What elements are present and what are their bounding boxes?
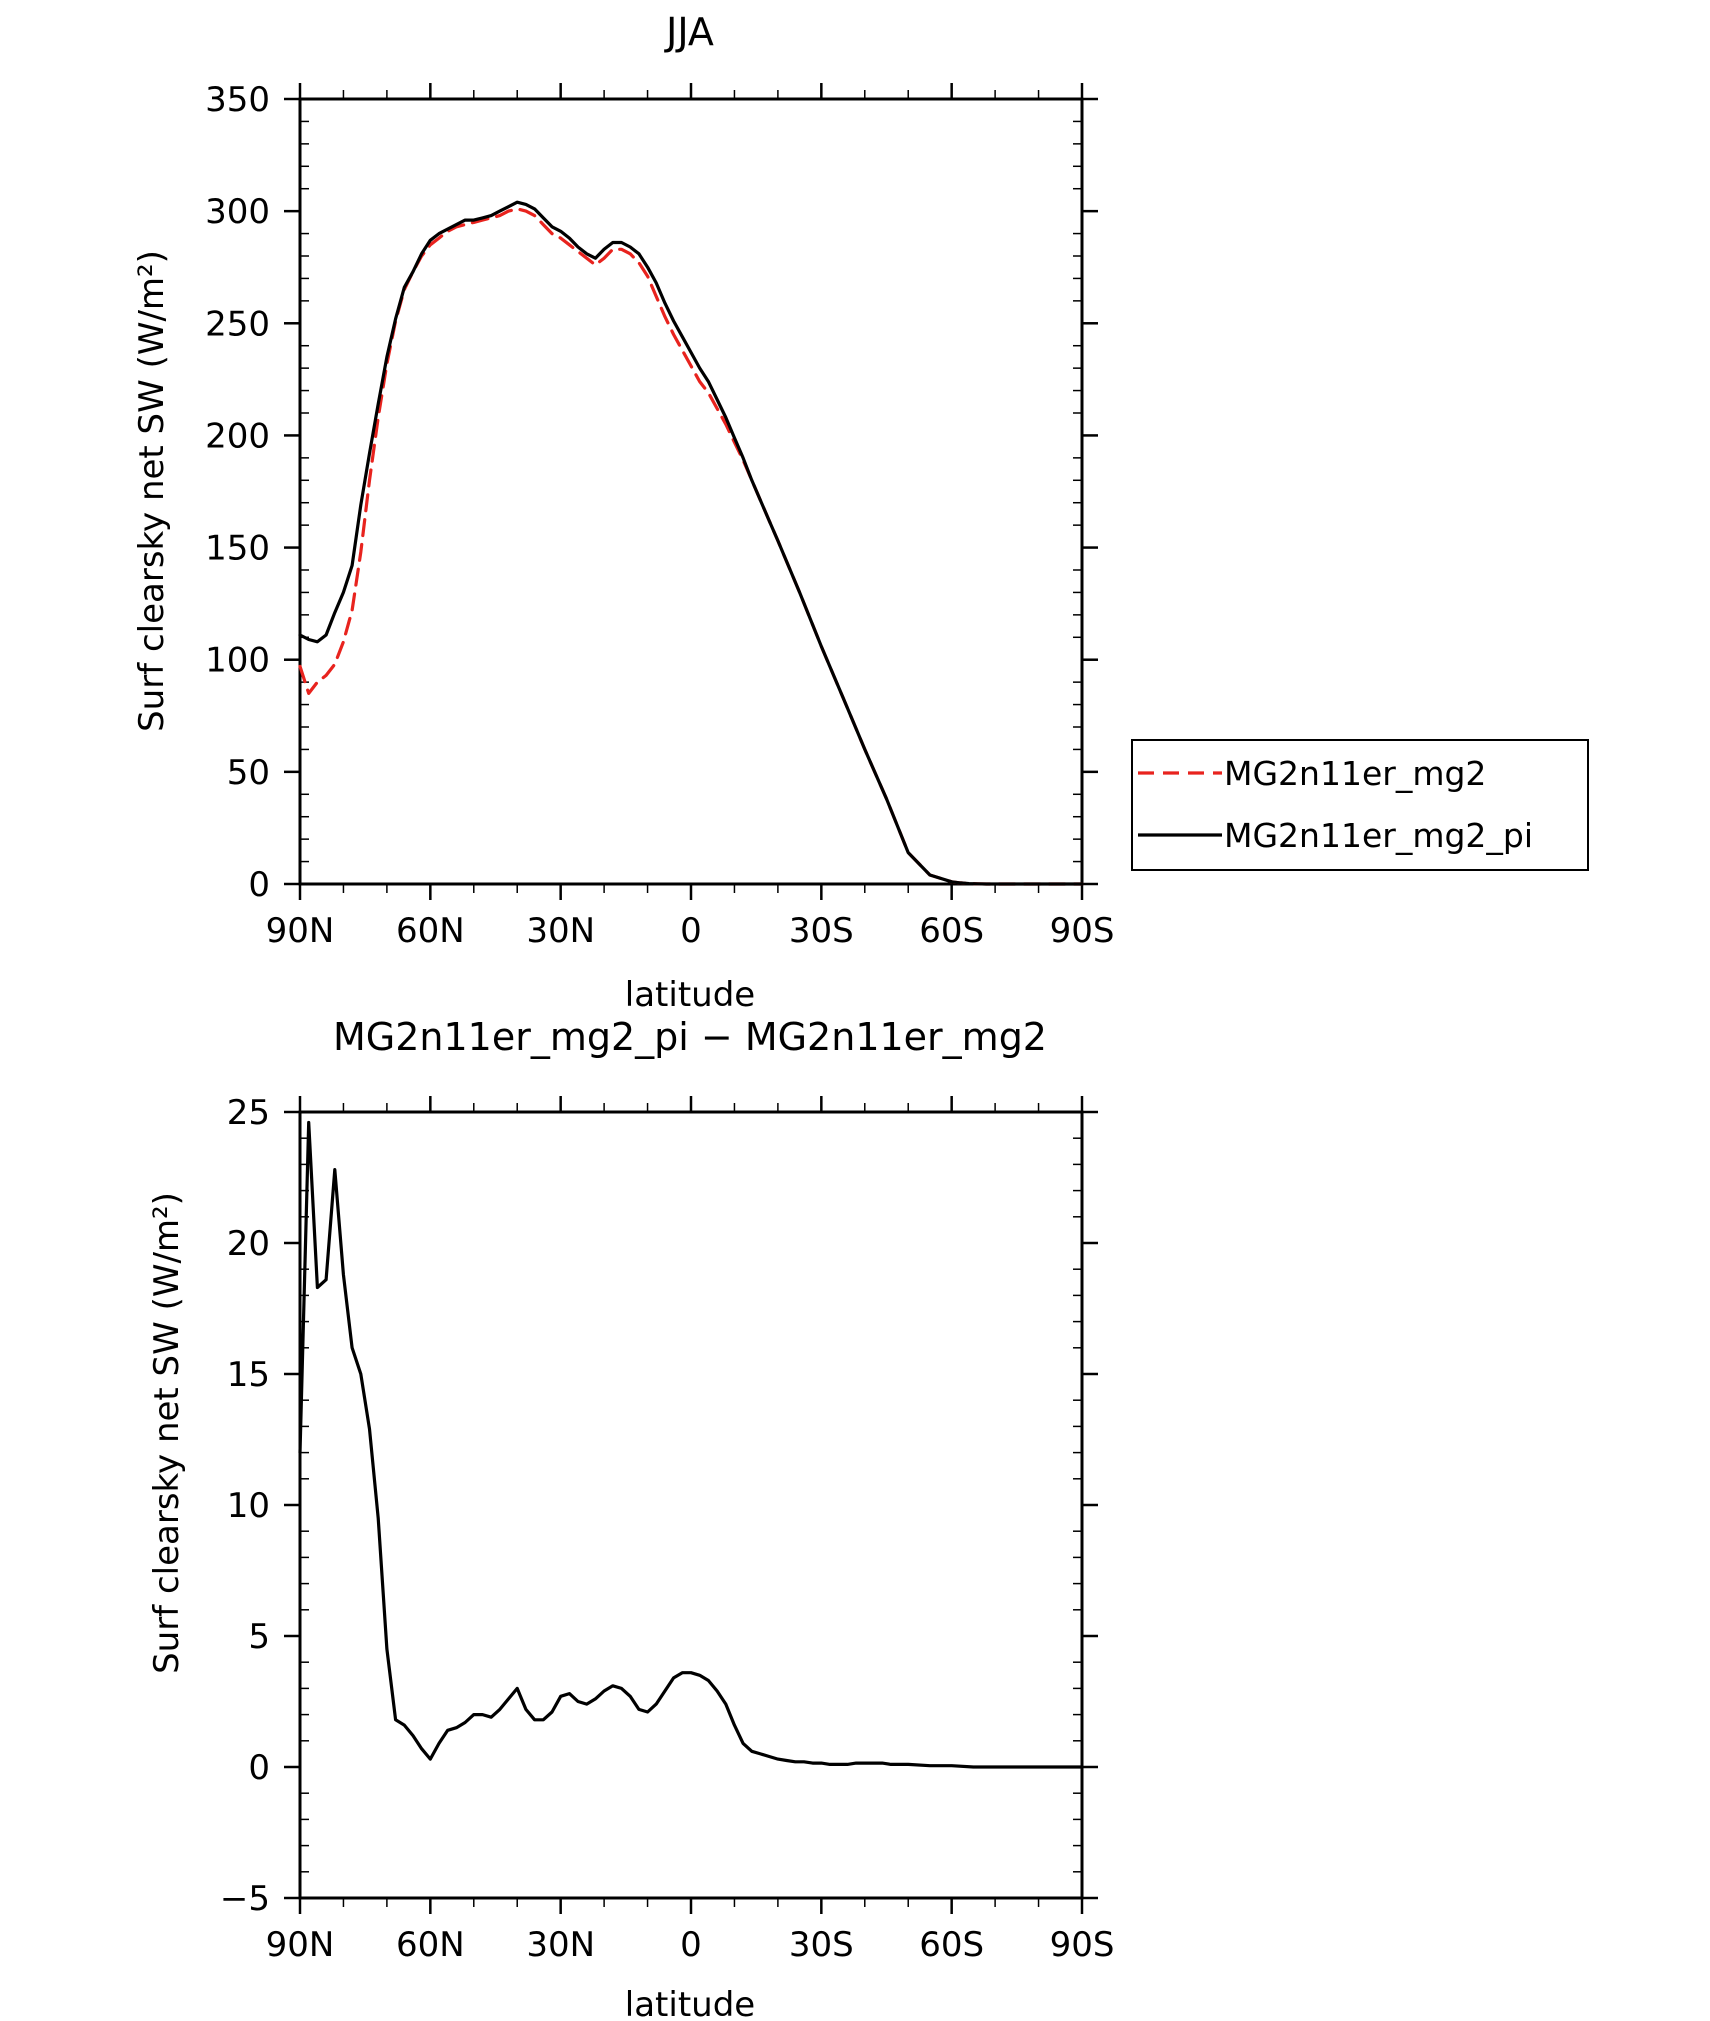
bottom-x-tick-label: 90N [266,1925,335,1965]
bottom-y-tick-label: 15 [227,1355,270,1395]
bottom-y-tick-label: 10 [227,1486,270,1526]
bottom-plot-frame [298,1110,1084,1900]
bottom-y-tick-label: 25 [227,1093,270,1133]
bottom-y-tick-label: 0 [248,1748,270,1788]
top-y-tick-label: 100 [205,641,270,681]
top-x-tick-label: 30N [526,911,595,951]
bottom-y-tick-label: 20 [227,1224,270,1264]
top-y-tick-label: 0 [248,865,270,905]
top-y-tick-label: 150 [205,529,270,569]
top-y-tick-label: 250 [205,304,270,344]
bottom-y-axis-label: Surf clearsky net SW (W/m²) [147,1192,187,1674]
top-chart-title: JJA [664,10,714,54]
bottom-y-tick-label: 5 [248,1617,270,1657]
top-y-tick-label: 50 [227,753,270,793]
top-x-tick-label: 30S [789,911,854,951]
legend-label-1: MG2n11er_mg2 [1224,754,1486,793]
legend-box [1131,739,1589,871]
top-y-tick-label: 350 [205,80,270,120]
top-series-mg2n11er-mg2-line [298,207,1084,886]
top-x-tick-label: 0 [680,911,702,951]
legend-label-2: MG2n11er_mg2_pi [1224,816,1533,855]
bottom-plot-area: 90N 60N 30N 0 30S 60S 90S −5 0 5 10 15 20 25 [220,1093,1115,1965]
top-plot-frame [298,97,1084,886]
top-y-tick-label: 200 [205,416,270,456]
bottom-chart-title: MG2n11er_mg2_pi − MG2n11er_mg2 [333,1015,1047,1059]
bottom-x-tick-label: 30S [789,1925,854,1965]
top-x-tick-label: 90N [266,911,335,951]
top-x-tick-label: 60S [919,911,984,951]
top-panel: JJA 90N 60N 30N 0 30S 60S 90S 0 50 100 150 200 250 30… [132,10,1589,1015]
bottom-x-axis-label: latitude [625,1985,755,2021]
top-series-mg2n11er-mg2-pi-line [298,200,1084,886]
top-x-tick-label: 90S [1050,911,1115,951]
bottom-x-tick-label: 30N [526,1925,595,1965]
bottom-panel: MG2n11er_mg2_pi − MG2n11er_mg2 90N 60N 30N… [147,1015,1114,2021]
top-x-axis-label: latitude [625,975,755,1015]
bottom-series-difference-line [298,1120,1084,1769]
bottom-x-tick-label: 60N [396,1925,465,1965]
top-y-tick-label: 300 [205,192,270,232]
top-plot-area: 90N 60N 30N 0 30S 60S 90S 0 50 100 150 200 250 300 350 [205,80,1114,951]
top-y-axis-label: Surf clearsky net SW (W/m²) [132,250,172,732]
bottom-x-tick-label: 90S [1050,1925,1115,1965]
legend: MG2n11er_mg2 MG2n11er_mg2_pi [1131,739,1589,871]
bottom-x-tick-label: 0 [680,1925,702,1965]
bottom-y-tick-label: −5 [220,1879,270,1919]
top-x-tick-label: 60N [396,911,465,951]
bottom-x-tick-label: 60S [919,1925,984,1965]
